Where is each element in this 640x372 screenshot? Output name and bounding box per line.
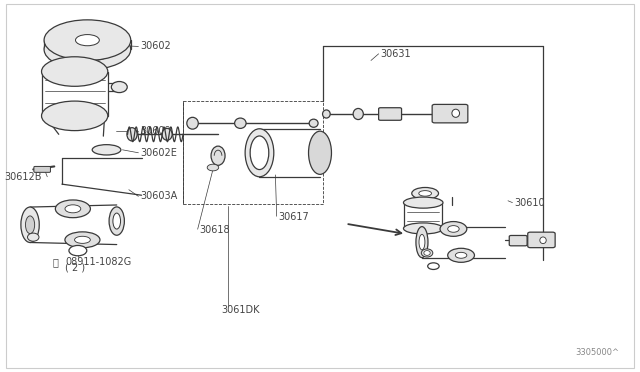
Ellipse shape — [127, 128, 137, 141]
Ellipse shape — [211, 146, 225, 165]
Ellipse shape — [21, 207, 39, 243]
Ellipse shape — [69, 246, 87, 256]
Ellipse shape — [424, 251, 430, 255]
Ellipse shape — [412, 187, 438, 199]
Ellipse shape — [452, 109, 460, 117]
Text: 30631: 30631 — [381, 49, 411, 59]
Ellipse shape — [419, 234, 425, 250]
Ellipse shape — [455, 252, 467, 258]
Ellipse shape — [65, 205, 81, 213]
Text: 30618: 30618 — [199, 225, 230, 235]
Ellipse shape — [162, 128, 172, 140]
Text: 30612B: 30612B — [4, 172, 42, 182]
Text: 30610: 30610 — [515, 198, 545, 208]
Text: 30603A: 30603A — [140, 191, 177, 201]
Ellipse shape — [42, 57, 108, 86]
FancyBboxPatch shape — [34, 166, 51, 172]
Ellipse shape — [111, 81, 127, 93]
Ellipse shape — [416, 227, 428, 258]
Ellipse shape — [44, 20, 131, 61]
Ellipse shape — [92, 145, 121, 155]
Ellipse shape — [308, 131, 332, 174]
Ellipse shape — [74, 236, 90, 243]
Ellipse shape — [44, 29, 131, 70]
Ellipse shape — [65, 232, 100, 248]
Ellipse shape — [421, 249, 433, 257]
Ellipse shape — [323, 110, 330, 118]
Ellipse shape — [419, 190, 431, 196]
Ellipse shape — [235, 118, 246, 128]
Ellipse shape — [250, 136, 269, 170]
FancyBboxPatch shape — [509, 235, 527, 246]
FancyBboxPatch shape — [432, 105, 468, 123]
Ellipse shape — [403, 223, 443, 234]
Ellipse shape — [403, 197, 443, 208]
Ellipse shape — [440, 222, 467, 236]
Ellipse shape — [448, 248, 474, 262]
Ellipse shape — [207, 164, 219, 171]
Ellipse shape — [309, 119, 318, 127]
Text: ⓝ: ⓝ — [52, 257, 58, 267]
Text: ( 2 ): ( 2 ) — [65, 263, 84, 273]
Text: 30609: 30609 — [140, 126, 171, 137]
Ellipse shape — [428, 263, 439, 269]
Ellipse shape — [28, 233, 39, 241]
Text: 3305000^: 3305000^ — [575, 347, 620, 357]
FancyBboxPatch shape — [528, 232, 555, 248]
Text: 3061DK: 3061DK — [221, 305, 260, 315]
Ellipse shape — [353, 109, 364, 119]
Ellipse shape — [42, 101, 108, 131]
Ellipse shape — [245, 129, 274, 177]
Text: 30617: 30617 — [278, 212, 309, 222]
Text: 30602E: 30602E — [140, 148, 177, 158]
Text: 30602: 30602 — [140, 41, 171, 51]
Ellipse shape — [76, 35, 99, 46]
Ellipse shape — [448, 225, 459, 232]
Ellipse shape — [26, 216, 35, 234]
FancyBboxPatch shape — [379, 108, 401, 120]
Ellipse shape — [540, 237, 546, 244]
Ellipse shape — [56, 200, 90, 218]
Ellipse shape — [109, 207, 124, 235]
Text: 08911-1082G: 08911-1082G — [65, 257, 131, 267]
Ellipse shape — [68, 51, 107, 61]
Ellipse shape — [187, 117, 198, 129]
Ellipse shape — [113, 213, 120, 229]
